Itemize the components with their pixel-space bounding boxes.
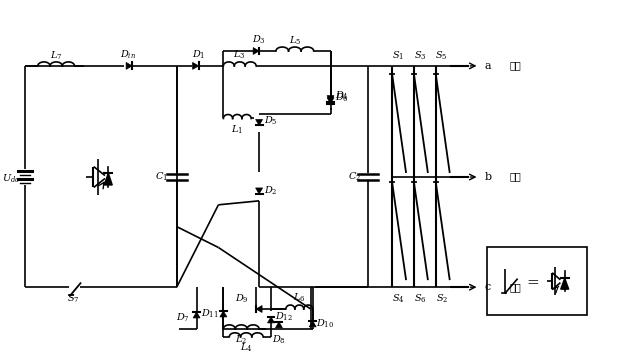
Text: $D_{11}$: $D_{11}$: [201, 308, 218, 320]
Polygon shape: [275, 322, 283, 328]
Text: $D_{10}$: $D_{10}$: [317, 318, 334, 330]
Text: b: b: [484, 172, 492, 182]
Polygon shape: [104, 173, 112, 185]
Text: $D_8$: $D_8$: [272, 334, 286, 346]
Text: $D_{12}$: $D_{12}$: [275, 311, 293, 323]
Text: $S_6$: $S_6$: [413, 293, 426, 305]
Text: $D_7$: $D_7$: [176, 312, 189, 324]
Text: $U_{dc}$: $U_{dc}$: [2, 173, 20, 185]
Text: $C_1$: $C_1$: [155, 171, 168, 183]
Text: $S_3$: $S_3$: [413, 50, 426, 62]
Text: $D_1$: $D_1$: [192, 49, 205, 61]
Text: $L_5$: $L_5$: [289, 35, 301, 47]
Text: c: c: [484, 282, 491, 292]
Text: $L_7$: $L_7$: [50, 50, 62, 62]
Polygon shape: [255, 188, 263, 194]
Text: $C_2$: $C_2$: [348, 171, 361, 183]
Text: 网或: 网或: [509, 173, 521, 182]
Text: $=$: $=$: [524, 274, 540, 288]
Text: 至电: 至电: [509, 61, 521, 70]
Text: $S_4$: $S_4$: [392, 293, 404, 305]
Text: $D_5$: $D_5$: [264, 114, 278, 127]
Polygon shape: [253, 48, 259, 55]
Text: $D_3$: $D_3$: [252, 34, 266, 46]
Polygon shape: [256, 305, 262, 313]
Text: $D_{in}$: $D_{in}$: [120, 49, 136, 61]
Polygon shape: [126, 62, 132, 69]
Polygon shape: [193, 312, 200, 318]
Polygon shape: [327, 97, 334, 104]
Text: $D_9$: $D_9$: [235, 293, 249, 305]
Bar: [487, 248, 587, 315]
Text: $D_4$: $D_4$: [336, 90, 349, 102]
Polygon shape: [220, 311, 227, 317]
Polygon shape: [255, 119, 263, 125]
Polygon shape: [268, 317, 275, 323]
Text: $L_1$: $L_1$: [231, 123, 243, 136]
Text: a: a: [484, 61, 491, 71]
Polygon shape: [327, 96, 334, 101]
Text: $S_2$: $S_2$: [436, 293, 448, 305]
Text: $L_2$: $L_2$: [235, 334, 247, 346]
Text: $S_1$: $S_1$: [392, 50, 404, 62]
Text: $L_3$: $L_3$: [233, 49, 246, 61]
Text: 负载: 负载: [509, 283, 521, 292]
Polygon shape: [309, 321, 316, 327]
Text: $L_6$: $L_6$: [293, 292, 305, 304]
Polygon shape: [193, 62, 199, 69]
Text: $L_4$: $L_4$: [240, 342, 252, 354]
Text: $D_2$: $D_2$: [264, 185, 278, 197]
Text: $S_7$: $S_7$: [67, 293, 80, 305]
Text: $D_6$: $D_6$: [336, 91, 349, 104]
Text: $S_5$: $S_5$: [436, 50, 448, 62]
Polygon shape: [561, 278, 569, 289]
